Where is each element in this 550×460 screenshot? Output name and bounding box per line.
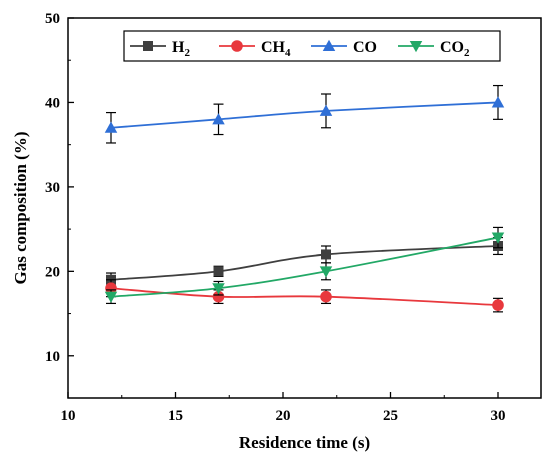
data-point [319,266,333,278]
data-point [319,104,333,116]
legend-marker [322,39,336,51]
series-line [110,245,499,281]
data-point [491,96,505,108]
y-tick-label: 30 [45,180,60,196]
series-line [110,287,499,307]
data-point [104,121,118,133]
data-point [492,299,504,311]
data-point [212,283,225,295]
data-point [213,266,224,277]
legend-label: CO2 [440,39,470,59]
x-axis-title: Residence time (s) [239,433,370,452]
plot-frame [67,17,542,399]
series-ch4 [105,279,504,313]
data-point [321,249,331,260]
legend-marker [231,40,243,52]
x-tick-label: 15 [168,408,183,424]
series-co [104,84,505,144]
legend: H2 CH4 CO CO2 [123,30,501,62]
legend-marker [409,41,423,53]
series-co2 [104,226,505,305]
legend-label: CO [353,39,377,56]
series-line [110,101,499,129]
legend-label: H2 [172,39,190,59]
x-tick-labels: 10 15 20 25 30 [61,408,506,424]
data-point [212,290,225,303]
series-layer [104,84,505,313]
series-h2 [106,236,503,288]
y-tick-label: 10 [45,349,60,365]
data-point [212,113,225,125]
y-tick-label: 50 [45,11,60,27]
x-tick-label: 30 [491,408,506,424]
data-point [320,290,332,303]
data-point [491,232,505,244]
legend-marker [143,41,153,51]
x-tick-label: 10 [61,408,76,424]
y-tick-label: 20 [45,264,60,280]
data-point [104,291,118,303]
series-line [110,236,499,298]
x-tick-label: 20 [276,408,291,424]
axis-ticks [67,17,499,398]
y-axis-title: Gas composition (%) [11,132,30,285]
data-point [105,282,117,295]
x-tick-label: 25 [383,408,398,424]
y-tick-label: 40 [45,95,60,111]
y-tick-labels: 10 20 30 40 50 [45,11,60,365]
legend-label: CH4 [261,39,291,59]
